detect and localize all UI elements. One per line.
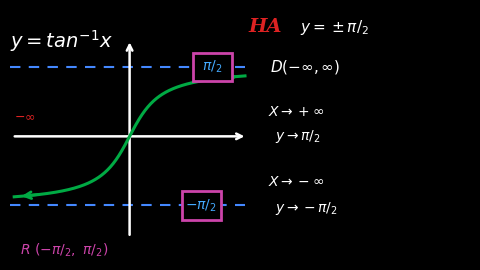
Text: $y \rightarrow -\pi/_{2}$: $y \rightarrow -\pi/_{2}$	[275, 200, 338, 217]
Text: HA: HA	[248, 18, 281, 36]
Text: $-\pi/_{2}$: $-\pi/_{2}$	[185, 198, 217, 214]
Text: $X \rightarrow +\infty$: $X \rightarrow +\infty$	[268, 105, 324, 119]
Text: $\infty$: $\infty$	[217, 75, 228, 85]
FancyBboxPatch shape	[181, 191, 221, 220]
Text: $X \rightarrow -\infty$: $X \rightarrow -\infty$	[268, 175, 324, 189]
Text: $-\infty$: $-\infty$	[14, 110, 36, 123]
Text: $y = \pm\pi/_{2}$: $y = \pm\pi/_{2}$	[300, 18, 369, 37]
Text: $y = tan^{-1} x$: $y = tan^{-1} x$	[10, 28, 113, 54]
FancyBboxPatch shape	[193, 53, 232, 81]
Text: $R\ (-\pi/_{2},\ \pi/_{2})$: $R\ (-\pi/_{2},\ \pi/_{2})$	[20, 242, 108, 259]
Text: $y \rightarrow \pi/_{2}$: $y \rightarrow \pi/_{2}$	[275, 128, 321, 145]
Text: $\pi/_{2}$: $\pi/_{2}$	[203, 59, 223, 75]
Text: $D(-\infty, \infty)$: $D(-\infty, \infty)$	[270, 58, 340, 76]
